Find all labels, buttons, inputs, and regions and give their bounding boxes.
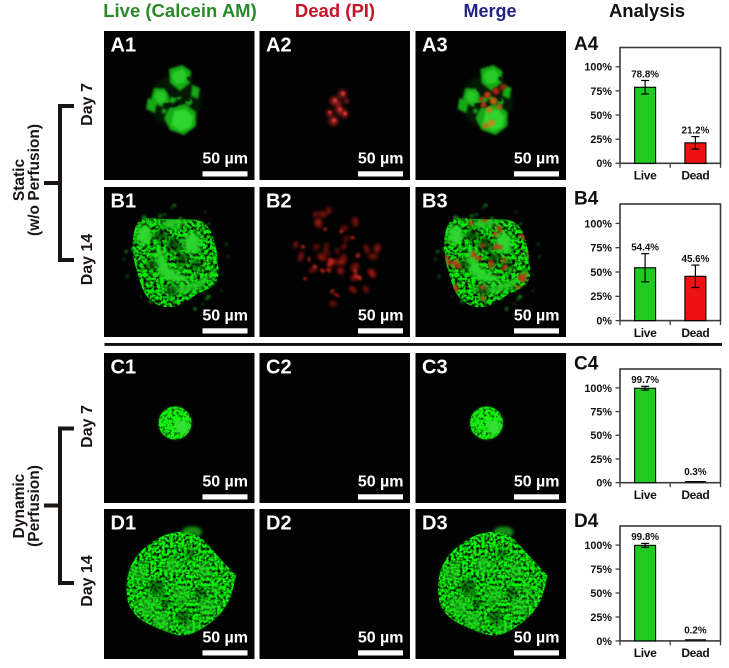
svg-text:B3: B3 (422, 191, 448, 213)
svg-text:(Perfusion): (Perfusion) (26, 465, 43, 547)
svg-text:54.4%: 54.4% (631, 243, 659, 254)
svg-text:Merge: Merge (463, 1, 516, 21)
svg-text:100%: 100% (584, 540, 612, 552)
svg-text:Analysis: Analysis (609, 0, 685, 21)
svg-text:50 µm: 50 µm (358, 630, 404, 647)
svg-text:B4: B4 (574, 188, 599, 209)
svg-text:75%: 75% (590, 564, 612, 576)
svg-text:Day 14: Day 14 (79, 555, 96, 607)
svg-text:Live (Calcein AM): Live (Calcein AM) (103, 0, 257, 21)
svg-text:Live: Live (634, 169, 657, 183)
svg-text:A2: A2 (266, 35, 292, 57)
svg-text:50 µm: 50 µm (202, 308, 248, 325)
svg-text:0.2%: 0.2% (684, 625, 707, 636)
svg-text:Dead: Dead (681, 326, 709, 340)
svg-text:100%: 100% (584, 383, 612, 395)
svg-text:78.8%: 78.8% (631, 69, 659, 80)
svg-text:0.3%: 0.3% (684, 467, 707, 478)
svg-text:99.8%: 99.8% (631, 532, 659, 543)
svg-text:50 µm: 50 µm (202, 474, 248, 491)
svg-text:21.2%: 21.2% (682, 125, 710, 136)
svg-text:100%: 100% (584, 62, 612, 74)
svg-text:D2: D2 (266, 513, 292, 535)
svg-text:100%: 100% (584, 218, 612, 230)
svg-text:0%: 0% (596, 478, 612, 490)
svg-text:Dead (PI): Dead (PI) (295, 0, 375, 21)
svg-text:45.6%: 45.6% (682, 254, 710, 265)
svg-text:B1: B1 (111, 191, 137, 213)
svg-text:50 µm: 50 µm (202, 630, 248, 647)
svg-text:A1: A1 (111, 35, 137, 57)
svg-text:Dynamic: Dynamic (11, 473, 28, 538)
svg-text:Day 14: Day 14 (79, 234, 96, 286)
svg-text:Dead: Dead (681, 488, 709, 502)
svg-text:C2: C2 (266, 357, 292, 379)
svg-text:Live: Live (634, 488, 657, 502)
svg-text:75%: 75% (590, 407, 612, 419)
svg-text:C3: C3 (422, 357, 448, 379)
svg-text:99.7%: 99.7% (631, 375, 659, 386)
svg-text:C4: C4 (574, 353, 599, 374)
svg-text:75%: 75% (590, 86, 612, 98)
svg-text:50 µm: 50 µm (358, 308, 404, 325)
svg-text:50 µm: 50 µm (202, 151, 248, 168)
svg-text:C1: C1 (111, 357, 137, 379)
svg-text:Dead: Dead (681, 646, 709, 660)
svg-text:25%: 25% (590, 612, 612, 624)
svg-text:A3: A3 (422, 35, 448, 57)
svg-text:Static: Static (11, 159, 28, 202)
svg-text:50 µm: 50 µm (514, 151, 560, 168)
svg-text:25%: 25% (590, 134, 612, 146)
svg-text:0%: 0% (596, 316, 612, 328)
svg-text:Day 7: Day 7 (79, 83, 96, 126)
svg-text:D4: D4 (574, 511, 599, 532)
svg-text:25%: 25% (590, 454, 612, 466)
svg-text:Live: Live (634, 646, 657, 660)
svg-text:B2: B2 (266, 191, 292, 213)
svg-text:50%: 50% (590, 267, 612, 279)
svg-text:Day 7: Day 7 (79, 405, 96, 448)
svg-text:D1: D1 (111, 513, 137, 535)
svg-text:D3: D3 (422, 513, 448, 535)
svg-text:50 µm: 50 µm (514, 630, 560, 647)
svg-text:50%: 50% (590, 110, 612, 122)
svg-text:0%: 0% (596, 636, 612, 648)
svg-text:0%: 0% (596, 158, 612, 170)
svg-text:A4: A4 (574, 34, 599, 55)
svg-text:50 µm: 50 µm (514, 474, 560, 491)
svg-text:Dead: Dead (681, 169, 709, 183)
svg-text:50%: 50% (590, 430, 612, 442)
svg-text:(w/o Perfusion): (w/o Perfusion) (26, 124, 43, 236)
svg-text:50%: 50% (590, 588, 612, 600)
svg-text:Live: Live (634, 326, 657, 340)
svg-text:75%: 75% (590, 243, 612, 255)
svg-text:50 µm: 50 µm (358, 474, 404, 491)
svg-text:50 µm: 50 µm (514, 308, 560, 325)
svg-text:50 µm: 50 µm (358, 151, 404, 168)
svg-text:25%: 25% (590, 291, 612, 303)
